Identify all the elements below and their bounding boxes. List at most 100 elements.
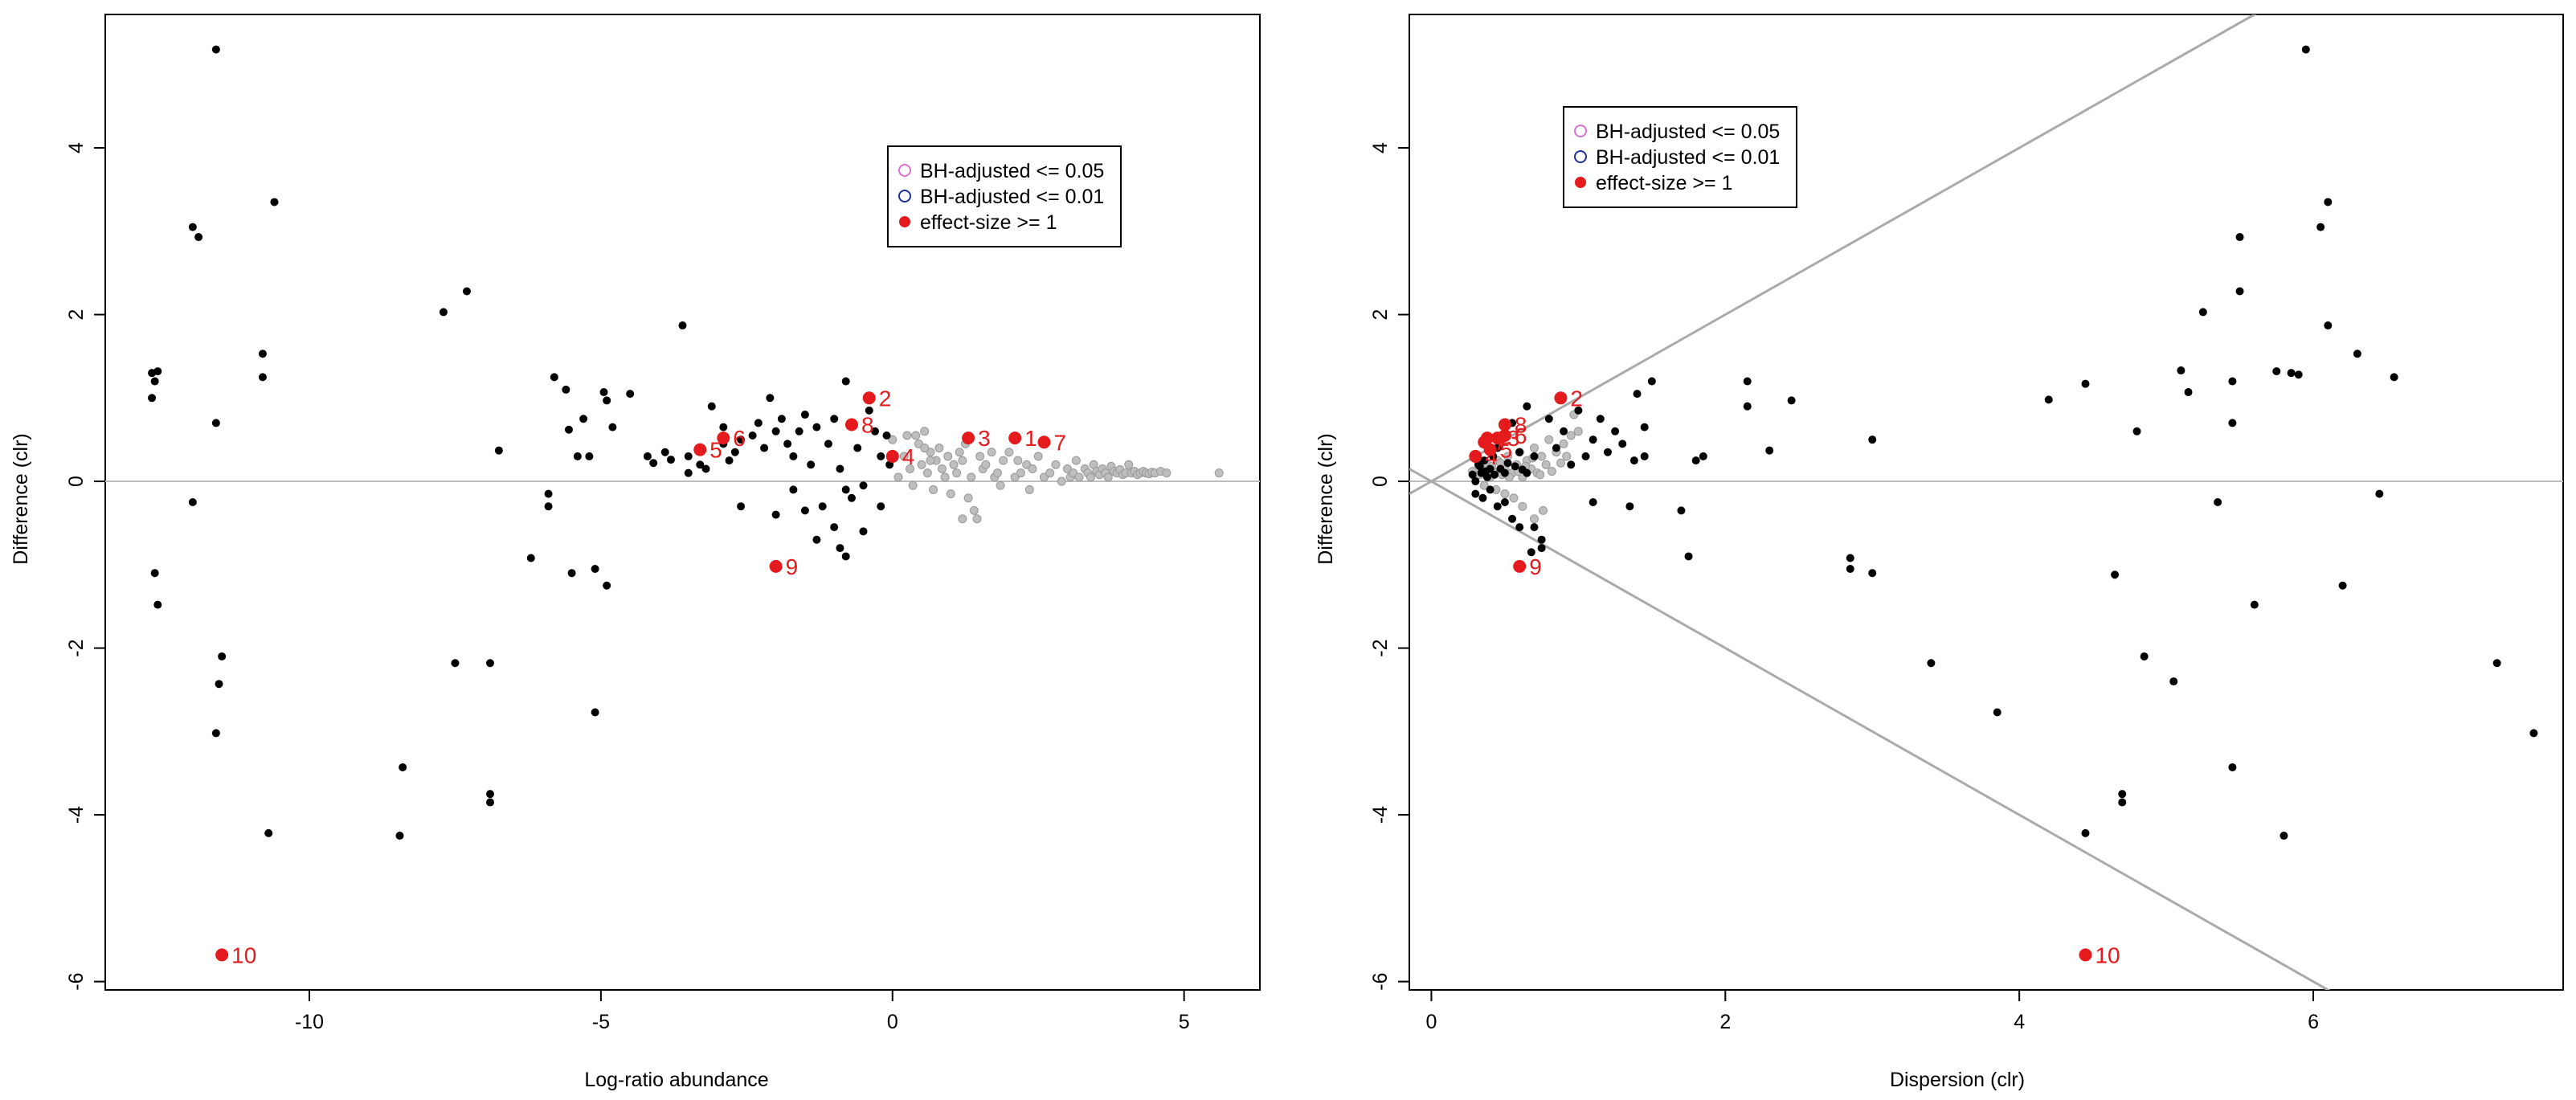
left-grey-points xyxy=(888,427,1224,524)
right-black-point xyxy=(1691,456,1700,465)
right-black-point xyxy=(1471,477,1480,486)
left-legend: BH-adjusted <= 0.05 BH-adjusted <= 0.01 ef… xyxy=(887,145,1122,247)
right-black-point xyxy=(2044,395,2053,404)
left-panel-log-ratio: -10 -5 0 5 -6 -4 -2 0 2 4 Log-ratio abundance Di… xyxy=(10,14,1261,1091)
left-black-point xyxy=(603,581,611,590)
left-effect-size-label: 6 xyxy=(733,426,746,451)
right-black-point xyxy=(1603,448,1612,456)
left-grey-point xyxy=(1086,472,1096,482)
right-black-point xyxy=(1468,470,1477,479)
left-black-point xyxy=(567,569,576,578)
left-black-point xyxy=(599,388,608,397)
left-grey-point xyxy=(920,427,930,436)
right-black-point xyxy=(2250,600,2259,609)
left-legend-marker-open xyxy=(898,164,911,177)
left-black-point xyxy=(754,419,763,427)
left-y-axis-title: Difference (clr) xyxy=(10,433,32,564)
left-black-point xyxy=(399,763,407,771)
left-black-point xyxy=(666,456,675,464)
left-x-tick-label: -10 xyxy=(295,1011,324,1033)
left-black-point xyxy=(148,369,157,378)
left-grey-point xyxy=(1074,472,1084,482)
right-legend-box xyxy=(1563,106,1797,208)
right-black-point xyxy=(1478,493,1487,502)
right-effect-size-label: 2 xyxy=(1570,386,1583,411)
right-y-axis-title: Difference (clr) xyxy=(1315,433,1337,564)
left-effect-size-point xyxy=(844,418,858,431)
left-grey-point xyxy=(899,452,909,461)
left-y-tick-label: -4 xyxy=(65,806,88,824)
left-black-point xyxy=(800,506,809,515)
left-grey-point xyxy=(902,431,912,440)
right-x-tick-label: 2 xyxy=(1719,1011,1731,1033)
right-black-point xyxy=(1511,462,1519,471)
right-x-tick-label: 6 xyxy=(2308,1011,2319,1033)
left-black-point xyxy=(270,198,279,207)
right-black-point xyxy=(1515,448,1524,456)
left-black-point xyxy=(188,498,197,506)
right-grey-point xyxy=(1566,431,1576,440)
right-grey-point xyxy=(1509,493,1519,503)
right-black-point xyxy=(1560,427,1568,436)
right-legend-label: BH-adjusted <= 0.01 xyxy=(1596,146,1780,169)
left-grey-point xyxy=(958,456,967,465)
right-black-point xyxy=(1787,396,1796,405)
left-grey-point xyxy=(917,460,926,469)
right-effect-size-point xyxy=(1498,428,1511,442)
left-black-point xyxy=(649,459,658,468)
left-legend-marker-open xyxy=(898,190,911,202)
right-effect-size-label: 8 xyxy=(1515,413,1527,438)
right-black-point xyxy=(2301,45,2310,54)
left-black-point xyxy=(853,444,862,452)
left-black-point xyxy=(841,377,850,386)
right-black-point xyxy=(1508,514,1517,523)
left-effect-size-point xyxy=(215,948,229,962)
right-boundary-line-1 xyxy=(1409,14,2257,495)
right-black-point xyxy=(1482,467,1490,476)
right-black-point xyxy=(1537,544,1546,553)
right-black-point xyxy=(1699,452,1707,460)
right-grey-point xyxy=(1544,435,1554,444)
left-grey-point xyxy=(893,472,903,482)
left-black-point xyxy=(562,385,570,394)
right-effect-size-label: 9 xyxy=(1529,554,1542,579)
left-black-point xyxy=(696,460,705,469)
right-black-point xyxy=(1496,464,1505,473)
right-grey-point xyxy=(1537,452,1547,461)
left-black-point xyxy=(451,659,460,668)
right-boundary-lines xyxy=(1409,14,2331,990)
right-black-point xyxy=(1589,498,1597,506)
right-black-point xyxy=(2214,498,2222,506)
left-black-point xyxy=(591,565,599,574)
right-black-point xyxy=(1490,470,1499,479)
right-grey-point xyxy=(1573,427,1583,436)
right-legend-label: BH-adjusted <= 0.05 xyxy=(1596,121,1780,143)
left-effect-size-label: 7 xyxy=(1053,430,1066,455)
left-grey-point xyxy=(992,468,1002,478)
left-grey-point xyxy=(937,464,947,473)
right-y-tick-label: 0 xyxy=(1369,476,1392,487)
left-black-point xyxy=(789,452,798,460)
left-grey-point xyxy=(888,435,898,444)
left-black-point xyxy=(841,485,850,494)
right-black-point xyxy=(1640,452,1649,460)
right-black-point xyxy=(2235,287,2244,296)
left-grey-point xyxy=(1051,460,1061,469)
right-plot-frame xyxy=(1409,14,2564,991)
left-grey-point xyxy=(952,468,962,478)
left-grey-point xyxy=(1013,456,1023,465)
left-black-point xyxy=(544,502,553,511)
left-grey-point xyxy=(934,444,944,453)
left-black-point xyxy=(859,527,868,536)
right-black-point xyxy=(1581,452,1590,460)
right-black-point xyxy=(1530,523,1539,532)
right-grey-point xyxy=(1562,452,1572,461)
right-black-point xyxy=(1493,502,1502,511)
right-black-point xyxy=(2316,223,2325,231)
left-black-point xyxy=(608,423,617,431)
left-black-point xyxy=(579,415,588,423)
right-y-axis: -6 -4 -2 0 2 4 xyxy=(1369,142,1409,991)
left-grey-point xyxy=(906,464,915,473)
left-legend-label: BH-adjusted <= 0.01 xyxy=(920,186,1104,208)
